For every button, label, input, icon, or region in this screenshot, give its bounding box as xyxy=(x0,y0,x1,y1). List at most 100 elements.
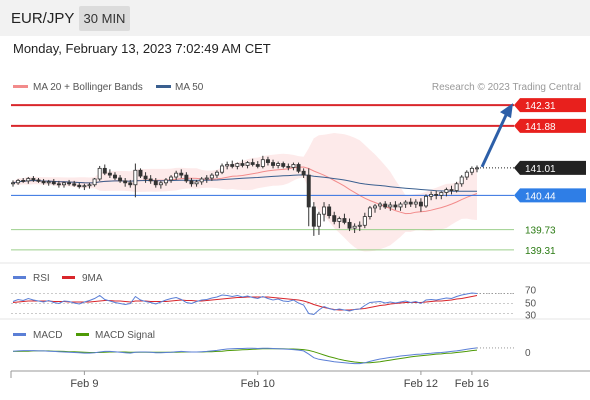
candle-body xyxy=(87,184,92,187)
candle-body xyxy=(11,182,15,185)
candle-body xyxy=(51,181,56,185)
level-label: 139.31 xyxy=(525,246,556,257)
candle-body xyxy=(444,189,449,193)
candle-body xyxy=(225,164,230,167)
legend-ma50-label: MA 50 xyxy=(175,82,204,93)
legend-macd-label: MACD xyxy=(33,330,62,341)
candle-body xyxy=(434,193,439,196)
candle-body xyxy=(204,177,209,180)
candle-body xyxy=(352,225,357,229)
candle-body xyxy=(189,180,194,185)
candle-body xyxy=(36,179,41,182)
candle-body xyxy=(418,201,423,207)
candle-body xyxy=(77,184,82,188)
candle-body xyxy=(296,164,301,172)
level-label: 139.73 xyxy=(525,226,556,237)
candle-body xyxy=(97,167,102,180)
candle-body xyxy=(393,204,398,208)
candle-body xyxy=(383,203,388,208)
candle-body xyxy=(56,183,61,186)
level-label: 142.31 xyxy=(525,101,556,112)
candle-body xyxy=(337,218,342,222)
candle-body xyxy=(235,163,240,167)
level-label: 140.44 xyxy=(525,191,556,202)
candle-body xyxy=(41,180,46,184)
candle-body xyxy=(403,201,408,205)
rsi-line xyxy=(12,292,478,316)
candle-body xyxy=(128,182,133,186)
candle-body xyxy=(276,163,281,166)
header-bar: EUR/JPY 30 MIN xyxy=(0,0,590,36)
candle-body xyxy=(67,182,72,185)
candle-body xyxy=(265,159,270,163)
candle-body xyxy=(158,182,163,186)
projection-arrow-shaft xyxy=(480,114,508,168)
candle-body xyxy=(449,189,454,191)
candle-body xyxy=(230,164,235,167)
candle-body xyxy=(143,175,148,180)
level-label: 141.88 xyxy=(525,122,556,133)
candle-body xyxy=(169,176,174,181)
candle-body xyxy=(209,174,214,179)
timeframe-button[interactable]: 30 MIN xyxy=(79,6,130,31)
candle-body xyxy=(21,180,26,182)
attribution-text: Research © 2023 Trading Central xyxy=(432,82,581,93)
symbol-title: EUR/JPY xyxy=(11,10,75,27)
candle-body xyxy=(459,176,464,185)
macd-line xyxy=(12,347,478,365)
candle-body xyxy=(429,193,434,197)
legend-swatch-rsi xyxy=(13,276,26,279)
rsi-tick-label: 50 xyxy=(525,299,537,310)
candle-body xyxy=(464,171,469,178)
candle-body xyxy=(398,203,403,208)
candle-body xyxy=(82,185,87,188)
x-tick-label: Feb 9 xyxy=(70,378,98,390)
candle-body xyxy=(378,203,383,207)
candle-body xyxy=(179,172,184,176)
candle-body xyxy=(271,162,276,166)
candle-body xyxy=(220,165,225,173)
candle-body xyxy=(373,205,378,209)
x-tick-label: Feb 10 xyxy=(241,378,275,390)
candle-body xyxy=(199,178,204,183)
legend-swatch-ma20 xyxy=(13,85,28,88)
candle-body xyxy=(123,180,128,184)
candle-body xyxy=(118,177,123,182)
candle-body xyxy=(174,172,179,178)
candle-body xyxy=(163,179,168,184)
candle-body xyxy=(291,164,296,168)
legend-macd-signal-label: MACD Signal xyxy=(95,330,155,341)
legend-swatch-macd-signal xyxy=(76,333,89,336)
candle-body xyxy=(342,218,347,223)
candle-body xyxy=(62,182,66,186)
level-label: 141.01 xyxy=(525,164,556,175)
candle-body xyxy=(388,204,393,208)
candle-body xyxy=(306,174,311,208)
candle-body xyxy=(16,180,21,184)
candle-body xyxy=(424,195,428,207)
legend-ma20-label: MA 20 + Bollinger Bands xyxy=(33,82,143,93)
candle-body xyxy=(112,174,117,179)
candle-body xyxy=(26,178,31,182)
projection-arrow-head xyxy=(500,103,513,119)
candle-body xyxy=(475,167,479,170)
candle-body xyxy=(148,178,153,182)
candle-body xyxy=(153,180,158,186)
candle-body xyxy=(301,170,306,176)
candle-body xyxy=(138,169,143,177)
candle-body xyxy=(92,178,97,186)
level-tag-pivot xyxy=(514,188,586,203)
legend-rsi-label: RSI xyxy=(33,273,50,284)
x-tick-label: Feb 12 xyxy=(404,378,438,390)
candle-body xyxy=(260,159,265,167)
candle-body xyxy=(367,207,372,217)
candle-body xyxy=(454,183,459,191)
candle-body xyxy=(413,201,418,205)
candle-body xyxy=(255,164,260,167)
legend-9ma-label: 9MA xyxy=(82,273,103,284)
candle-body xyxy=(214,171,219,176)
level-tag-resistance xyxy=(514,118,586,133)
candle-body xyxy=(250,162,255,165)
